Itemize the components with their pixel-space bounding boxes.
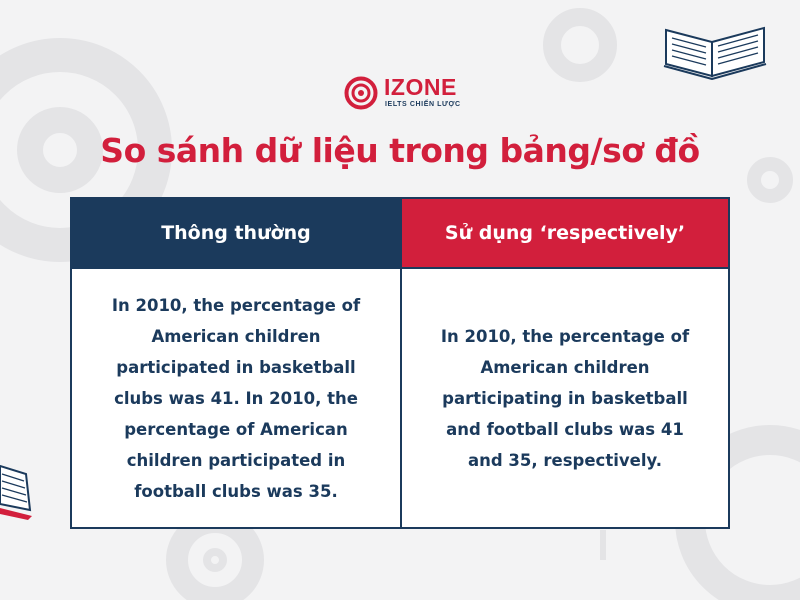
izone-logo: IZONE IELTS CHIẾN LƯỢC xyxy=(344,72,484,118)
cell-normal-example: In 2010, the percentage of American chil… xyxy=(72,267,402,527)
header-normal: Thông thường xyxy=(72,199,402,267)
header-respectively: Sử dụng ‘respectively’ xyxy=(402,199,728,267)
logo-tagline: IELTS CHIẾN LƯỢC xyxy=(385,101,461,108)
logo-name: IZONE xyxy=(384,74,457,100)
page-title: So sánh dữ liệu trong bảng/sơ đồ xyxy=(100,131,700,170)
izone-target-logo-icon xyxy=(344,76,378,110)
open-book-icon xyxy=(663,26,767,80)
cell-normal-text: In 2010, the percentage of American chil… xyxy=(111,295,361,501)
cell-respectively-text: In 2010, the percentage of American chil… xyxy=(440,326,690,470)
open-book-icon xyxy=(0,464,32,520)
comparison-table: Thông thường Sử dụng ‘respectively’ In 2… xyxy=(70,197,730,529)
cell-respectively-example: In 2010, the percentage of American chil… xyxy=(402,267,728,527)
